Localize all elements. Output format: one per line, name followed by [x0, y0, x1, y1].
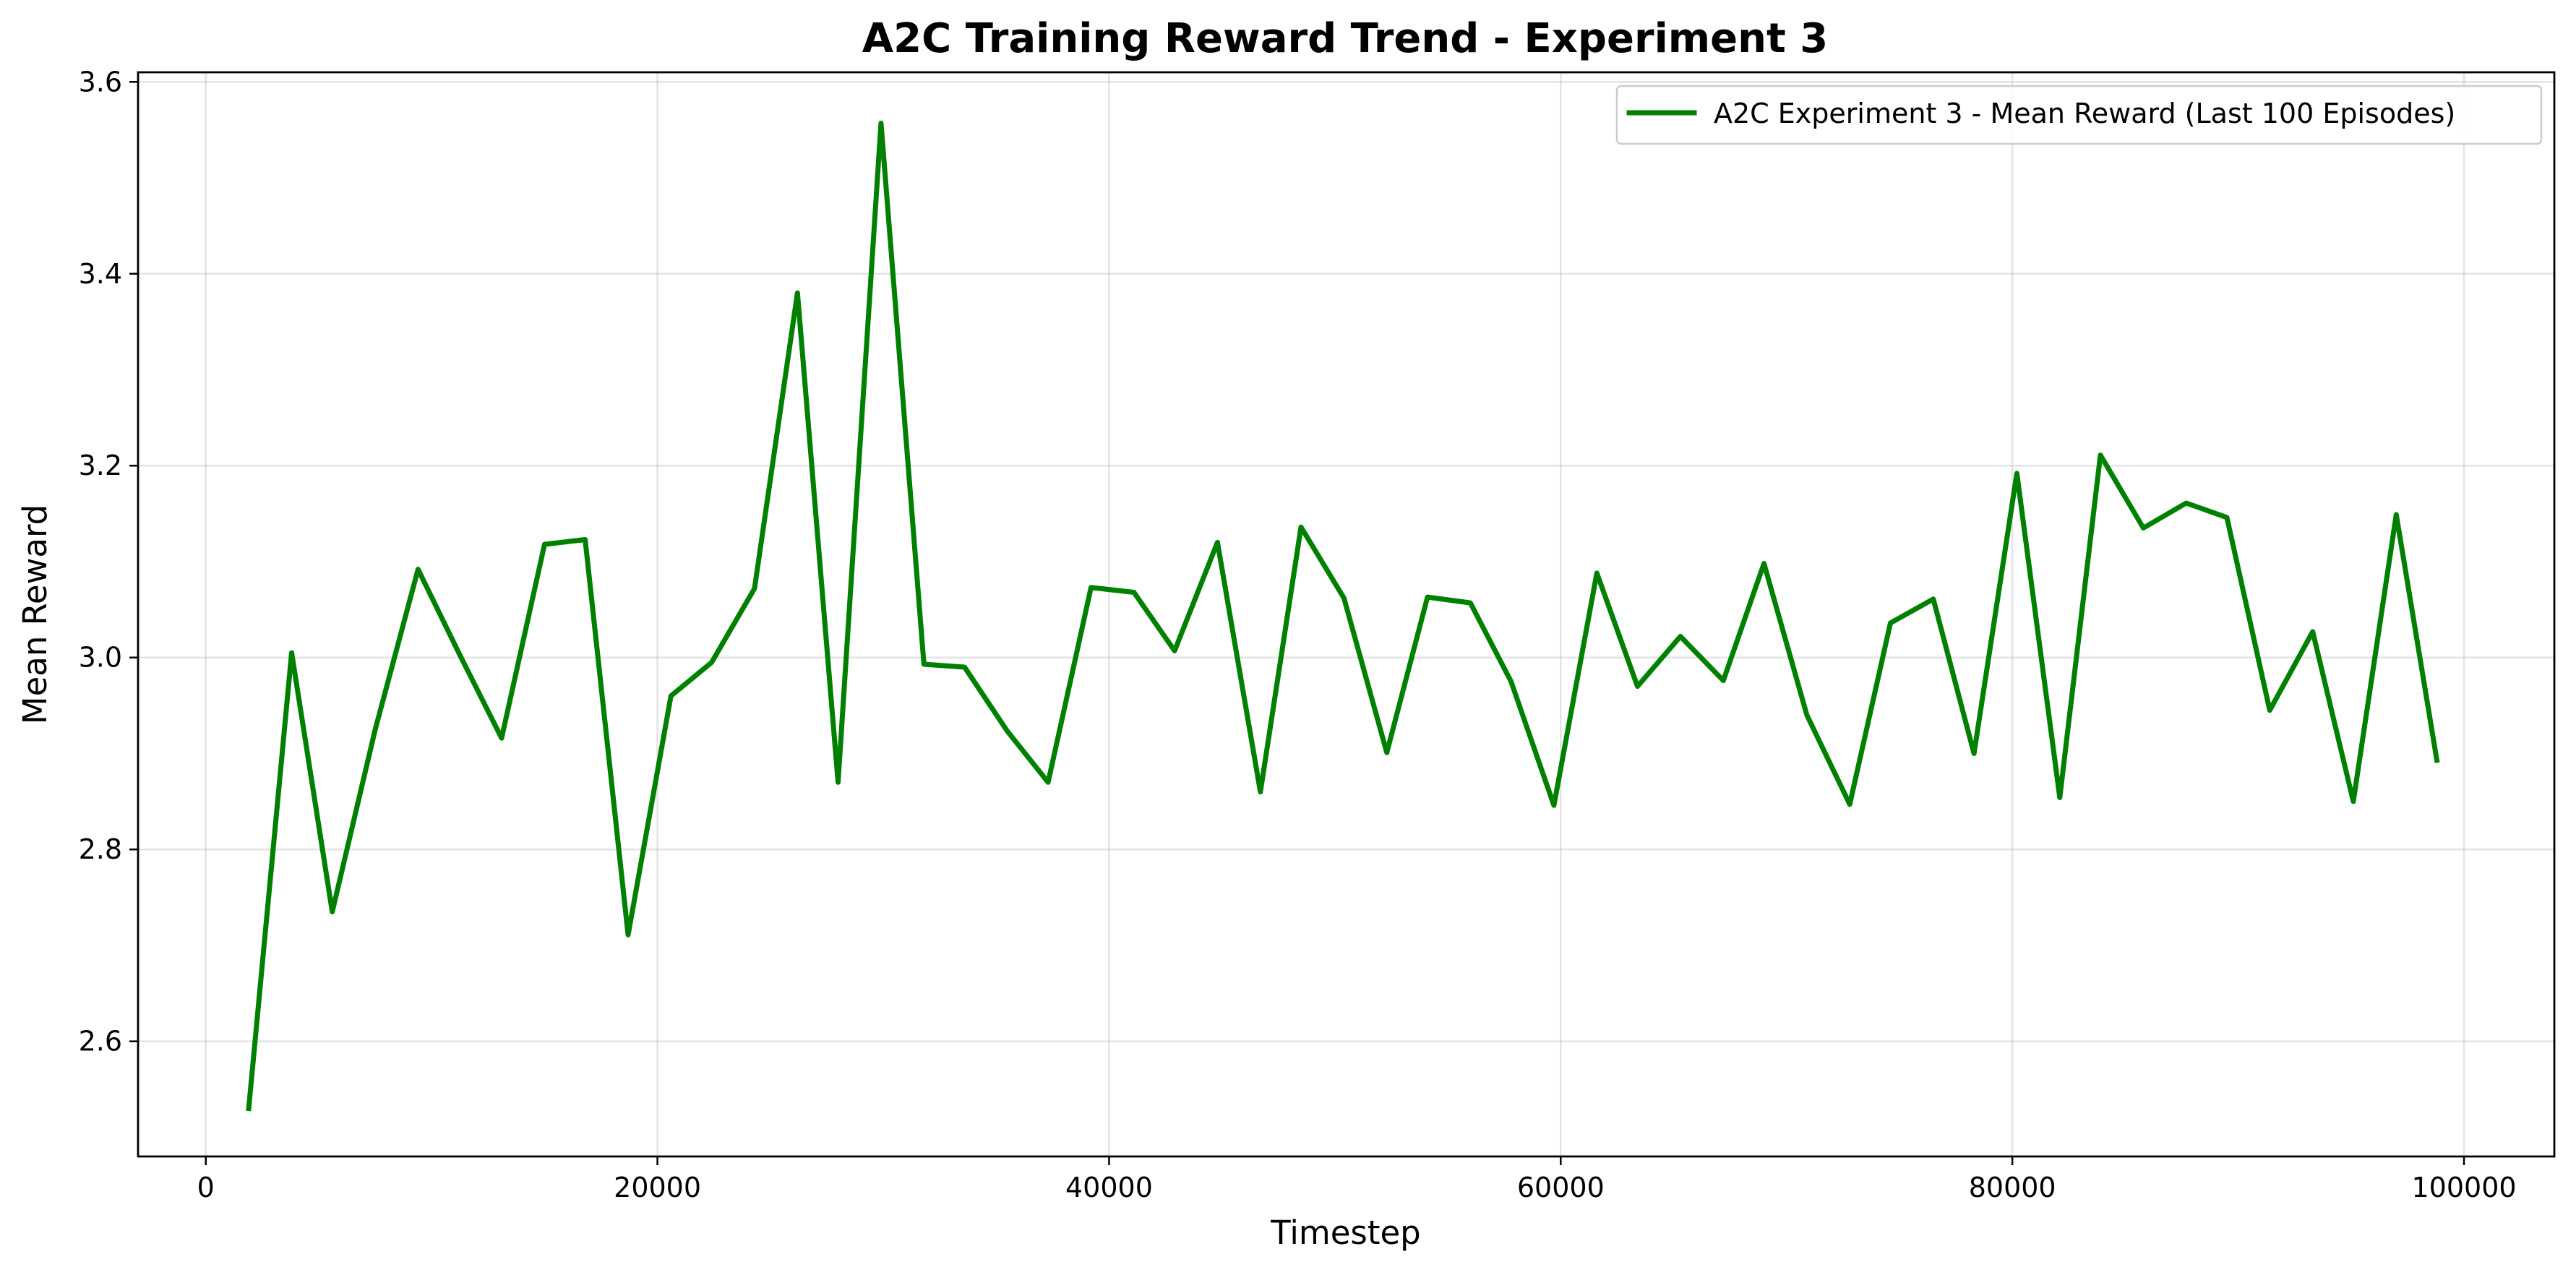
y-tick-label: 3.2 — [79, 450, 122, 481]
x-tick-label: 40000 — [1065, 1172, 1153, 1203]
x-tick-label: 100000 — [2411, 1172, 2516, 1203]
y-tick-label: 3.4 — [79, 258, 122, 290]
legend-box — [1615, 85, 2543, 145]
grid-layer — [138, 72, 2554, 1156]
legend: A2C Experiment 3 - Mean Reward (Last 100… — [1615, 85, 2543, 145]
legend-label-mean-reward: A2C Experiment 3 - Mean Reward (Last 100… — [1714, 98, 2455, 129]
y-tick-label: 2.8 — [79, 833, 122, 865]
y-tick-label: 2.6 — [79, 1026, 122, 1057]
series-layer — [246, 120, 2440, 1112]
y-tick-label: 3.0 — [79, 642, 122, 674]
x-tick-label: 0 — [197, 1172, 215, 1203]
series-line-mean-reward — [246, 120, 2440, 1112]
y-axis-label: Mean Reward — [16, 505, 54, 725]
y-tick-label: 3.6 — [79, 66, 122, 98]
plot-frame — [137, 71, 2556, 1158]
x-axis-label: Timestep — [1270, 1214, 1420, 1252]
chart-title: A2C Training Reward Trend - Experiment 3 — [862, 15, 1828, 62]
x-tick-label: 80000 — [1969, 1172, 2056, 1203]
x-tick-label: 20000 — [614, 1172, 701, 1203]
tick-layer: 0 20000 40000 60000 80000 100000 2.6 2.8 3.0 3.2 3… — [79, 66, 2517, 1203]
x-tick-label: 60000 — [1517, 1172, 1605, 1203]
